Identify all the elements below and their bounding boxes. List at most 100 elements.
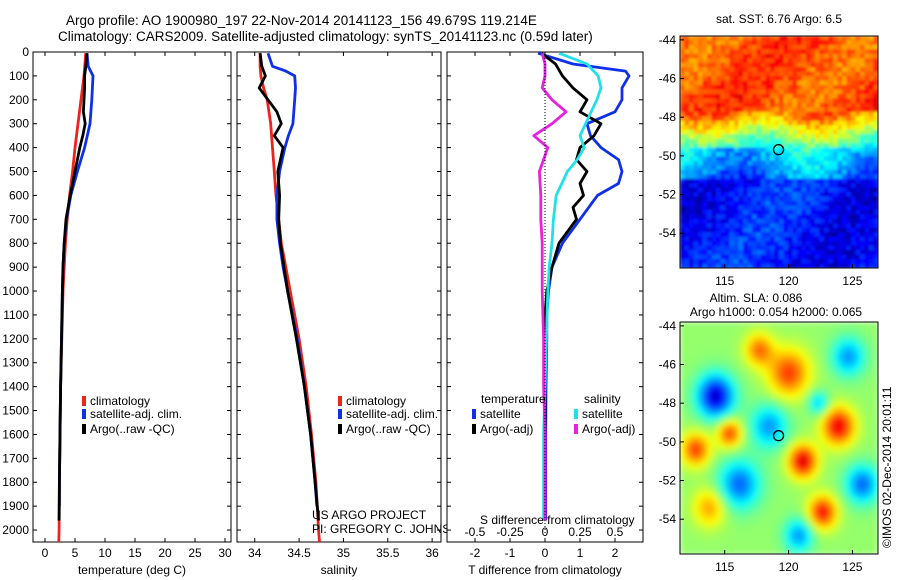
sla-map-field-cell [752,326,758,332]
sla-map-field-cell [752,330,758,336]
sst-map-field-cell [851,53,857,59]
sst-map-field-cell [702,259,708,265]
sla-map-field-cell [864,513,870,519]
sst-map-field-cell [869,94,875,100]
sla-map-field-cell [788,384,794,390]
sla-map-field-cell [770,442,776,448]
sla-map-field-cell [693,513,699,519]
sla-map-field-cell [774,362,780,368]
sla-map-field-cell [711,504,717,510]
sla-map-field-cell [707,482,713,488]
sst-map-field-cell [864,196,870,202]
sla-map-field-cell [806,464,812,470]
sst-map-field-cell [689,147,695,153]
sla-map-field-cell [752,322,758,328]
sla-map-field-cell [828,429,834,435]
diff-legend-temp-satellite-label: satellite [480,407,521,421]
sla-map-field-cell [788,339,794,345]
sla-map-field-cell [873,478,878,484]
sst-map-field-cell [815,94,821,100]
sla-map-field-cell [806,496,812,502]
sla-map-field-cell [761,536,767,542]
sst-map-field-cell [819,111,825,117]
sla-map-field-cell [855,500,861,506]
sla-map-field-cell [842,513,848,519]
sla-map-field-cell [833,540,839,546]
sst-map-field-cell [855,232,861,238]
sla-map-field-cell [855,527,861,533]
sla-map-field-cell [828,451,834,457]
sst-map-field-cell [743,245,749,251]
sst-map-field-cell [680,254,686,260]
sla-map-field-cell [869,420,875,426]
sla-map-field-cell [833,496,839,502]
sst-map-field-cell [711,218,717,224]
sst-map-field-cell [716,111,722,117]
sla-map-field-cell [743,451,749,457]
sst-map-field-cell [828,129,834,135]
sst-map-field-cell [698,227,704,233]
sla-map-field-cell [752,357,758,363]
sst-map-field-cell [869,40,875,46]
sst-map-field-cell [806,85,812,91]
sla-map-field-cell [788,513,794,519]
sla-map-field-cell [774,455,780,461]
sla-map-field-cell [761,380,767,386]
sla-map-field-cell [779,380,785,386]
sst-map-field-cell [779,89,785,95]
sst-map-field-cell [783,85,789,91]
sla-map-field-cell [693,397,699,403]
sla-map-field-cell [702,344,708,350]
sla-map-field-cell [698,406,704,412]
sla-map-field-cell [774,540,780,546]
sst-map-field-cell [707,245,713,251]
sla-map-field-cell [725,469,731,475]
sst-map-field-cell [779,71,785,77]
sla-map-field-cell [824,380,830,386]
sst-map-field-cell [824,241,830,247]
sst-map-field-cell [738,107,744,113]
sla-map-field-cell [725,375,731,381]
sla-map-field-cell [797,504,803,510]
sst-map-field-cell [756,89,762,95]
sla-map-field-cell [806,509,812,515]
sst-map-field-cell [860,62,866,68]
sst-map-field-cell [707,232,713,238]
sla-map-field-cell [743,424,749,430]
sst-map-field-cell [747,165,753,171]
sla-map-field-cell [761,527,767,533]
sla-map-field-cell [756,545,762,551]
sst-map-field-cell [779,259,785,265]
sla-map-field-cell [842,393,848,399]
sla-map-field-cell [698,384,704,390]
sst-map-field-cell [770,98,776,104]
sla-map-field-cell [833,464,839,470]
sla-map-field-cell [752,464,758,470]
sla-map-field-cell [698,500,704,506]
sla-map-field-cell [810,402,816,408]
sst-map-field-cell [707,107,713,113]
sla-map-field-cell [738,357,744,363]
sla-map-field-cell [846,415,852,421]
series-line-argo-raw-qc- [257,53,320,521]
sla-map-field-cell [837,504,843,510]
sla-map-field-cell [743,549,749,554]
sla-map-field-cell [837,513,843,519]
sst-map-field-cell [783,232,789,238]
sst-map-field-cell [761,53,767,59]
sst-map-field-cell [734,178,740,184]
sla-map-field-cell [720,362,726,368]
sla-map-field-cell [734,536,740,542]
sst-map-field-cell [873,156,878,162]
sst-map-field-cell [797,40,803,46]
sst-map-field-cell [747,58,753,64]
sst-map-field-cell [846,49,852,55]
sla-map-field-cell [779,545,785,551]
sst-map-field-cell [738,120,744,126]
sla-map-field-cell [797,357,803,363]
sst-map-field-cell [806,111,812,117]
sla-map-field-cell [756,388,762,394]
sla-map-field-cell [693,420,699,426]
sla-map-field-cell [846,442,852,448]
sla-map-field-cell [765,442,771,448]
